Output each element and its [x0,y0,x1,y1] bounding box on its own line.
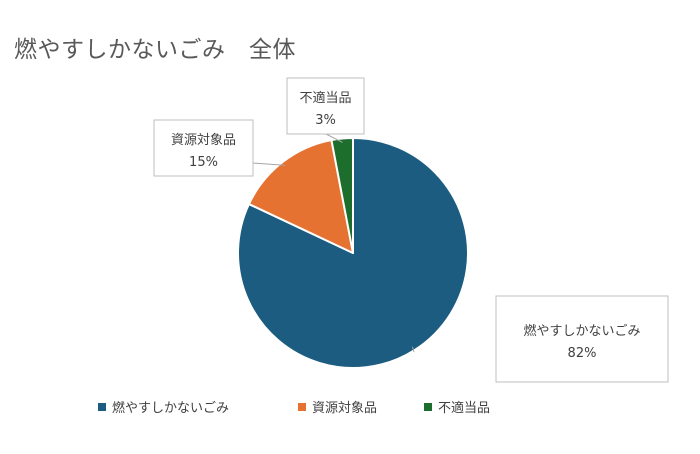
data-label-category: 燃やすしかないごみ [523,323,640,339]
pie-slice [330,137,354,254]
callout-box [153,119,254,177]
data-label-value: 15% [189,155,218,170]
data-label-category: 不適当品 [299,90,351,106]
chart-title: 燃やすしかないごみ 全体 [14,37,296,63]
data-label-category: 資源対象品 [171,133,236,148]
legend-swatch [424,403,432,411]
callout-leader [252,162,286,166]
callout-leader [411,346,415,353]
legend-swatch [298,403,306,411]
callout-leader [325,133,343,143]
legend-label: 資源対象品 [312,401,377,416]
callout-box [286,77,365,135]
pie-slice [247,139,354,254]
legend-swatch [98,403,106,411]
callout-box [495,295,669,383]
legend-label: 不適当品 [438,400,490,416]
data-label-value: 82% [568,346,597,361]
legend-label: 燃やすしかないごみ [112,400,229,416]
data-label-value: 3% [315,113,336,128]
